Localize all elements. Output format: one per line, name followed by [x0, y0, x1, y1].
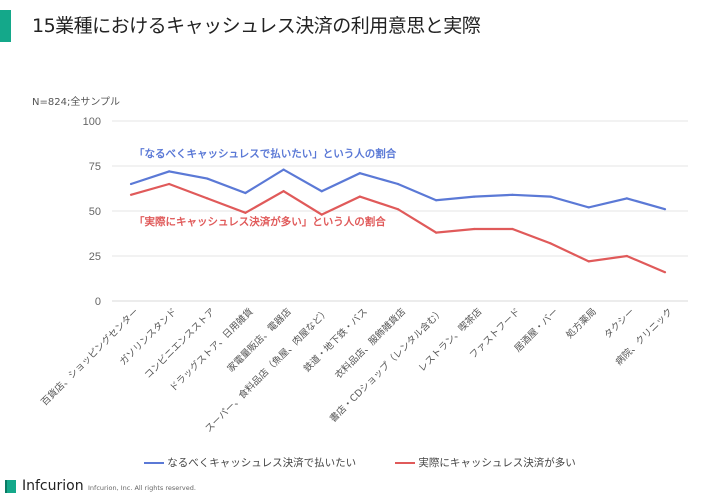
- x-tick-label: コンビニエンスストア: [143, 306, 218, 381]
- x-tick-label: タクシー: [602, 306, 637, 341]
- data-point: [282, 190, 285, 193]
- data-point: [587, 206, 590, 209]
- data-point: [129, 193, 133, 196]
- x-tick-label: 処方薬局: [563, 306, 598, 341]
- chart-legend: なるべくキャッシュレス決済で払いたい 実際にキャッシュレス決済が多い: [0, 455, 720, 470]
- infcurion-logo-icon: [5, 480, 16, 493]
- data-point: [511, 193, 514, 196]
- line-chart: 0255075100百貨店、ショッピングセンターガソリンスタンドコンビニエンスス…: [39, 116, 688, 435]
- legend-swatch-red: [395, 462, 416, 464]
- data-point: [587, 260, 590, 263]
- data-point: [435, 199, 438, 202]
- data-point: [320, 190, 323, 193]
- data-point: [663, 271, 667, 274]
- data-point: [129, 182, 133, 186]
- series-annotation-0: 「なるべくキャッシュレスで払いたい」という人の割合: [134, 147, 397, 160]
- x-tick-label: 家電量販店、電器店: [225, 306, 294, 375]
- y-tick-label: 50: [89, 206, 101, 218]
- data-point: [435, 231, 438, 234]
- legend-label-wish: なるべくキャッシュレス決済で払いたい: [167, 457, 357, 469]
- title-accent-bar: [0, 10, 11, 42]
- data-point: [625, 197, 628, 200]
- data-point: [358, 195, 361, 198]
- copyright-text: Infcurion, Inc. All rights reserved.: [88, 484, 196, 492]
- legend-swatch-blue: [144, 462, 165, 464]
- data-point: [396, 208, 400, 211]
- legend-label-actual: 実際にキャッシュレス決済が多い: [418, 457, 576, 469]
- y-tick-label: 0: [95, 296, 101, 308]
- y-tick-label: 75: [89, 161, 101, 173]
- series-line-1: [130, 182, 666, 274]
- data-point: [396, 182, 400, 186]
- brand-name: Infcurion: [22, 478, 84, 494]
- data-point: [206, 177, 209, 180]
- data-point: [549, 195, 552, 198]
- data-point: [206, 197, 209, 200]
- data-point: [549, 242, 552, 245]
- data-point: [168, 182, 171, 186]
- data-point: [473, 227, 476, 231]
- data-point: [320, 213, 323, 216]
- series-annotation-1: 「実際にキャッシュレス決済が多い」という人の割合: [134, 215, 386, 228]
- y-tick-label: 25: [89, 251, 101, 263]
- series-line-0: [130, 168, 666, 211]
- y-tick-label: 100: [83, 116, 101, 128]
- sample-note: N=824;全サンプル: [32, 97, 121, 108]
- legend-item-wish: なるべくキャッシュレス決済で払いたい: [144, 455, 356, 470]
- page-title: 15業種におけるキャッシュレス決済の利用意思と実際: [32, 15, 481, 37]
- x-tick-label: 鉄道・地下鉄・バス: [301, 306, 370, 375]
- data-point: [282, 168, 285, 171]
- legend-item-actual: 実際にキャッシュレス決済が多い: [395, 455, 576, 470]
- x-tick-label: 衣料品店、服飾雑貨店: [332, 306, 408, 382]
- data-point: [663, 208, 667, 211]
- x-tick-label: レストラン、喫茶店: [416, 306, 485, 375]
- data-point: [473, 195, 476, 198]
- data-point: [511, 227, 514, 231]
- data-point: [625, 254, 628, 258]
- data-point: [244, 191, 247, 195]
- data-point: [244, 211, 247, 214]
- data-point: [168, 170, 171, 173]
- data-point: [358, 172, 361, 175]
